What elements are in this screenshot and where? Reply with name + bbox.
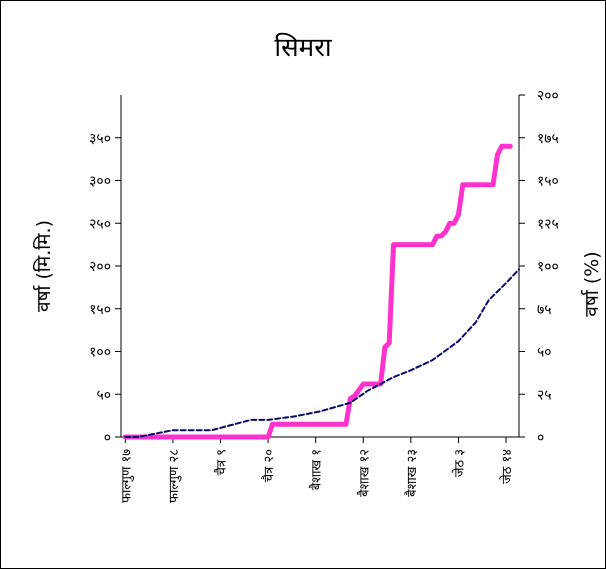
right-tick-label: ० <box>537 430 544 446</box>
left-axis-ticks: ० ५० १०० १५० २०० २५० ३०० ३५० <box>89 131 121 446</box>
chart-title: सिमरा <box>274 32 332 63</box>
left-tick-label: २०० <box>89 259 111 275</box>
x-tick-label: फाल्गुण १७ <box>119 449 134 503</box>
x-tick-label: जेठ १४ <box>499 449 515 484</box>
right-tick-label: १२५ <box>537 216 559 232</box>
x-tick-label: जेठ ३ <box>451 449 467 477</box>
right-tick-label: १५० <box>537 174 559 190</box>
y2-axis-title: वर्षा (%) <box>580 251 603 316</box>
x-tick-label: चैत्र २० <box>261 449 277 482</box>
series-layer <box>122 143 520 440</box>
left-tick-label: ५० <box>96 387 111 403</box>
left-tick-label: ० <box>104 430 111 446</box>
left-tick-label: ३०० <box>89 174 111 190</box>
left-tick-label: ३५० <box>89 131 111 147</box>
left-tick-label: १५० <box>89 302 111 318</box>
right-tick-label: ५० <box>537 345 552 361</box>
right-tick-label: २५ <box>537 387 552 403</box>
left-tick-label: १०० <box>89 345 111 361</box>
right-tick-label: १७५ <box>537 131 559 147</box>
x-tick-label: बैशाख १२ <box>356 449 372 497</box>
x-tick-label: बैशाख २३ <box>404 449 420 497</box>
x-tick-label: बैशाख १ <box>309 449 325 490</box>
right-axis-ticks: ० २५ ५० ७५ १०० १२५ १५० १७५ २०० <box>519 88 559 446</box>
right-tick-label: २०० <box>537 88 559 104</box>
x-tick-label: फाल्गुण २८ <box>167 449 182 503</box>
x-tick-label: चैत्र ९ <box>214 449 230 475</box>
y-axis-title: वर्षा (मि.मि.) <box>32 220 55 312</box>
plot-area: ० ५० १०० १५० २०० २५० ३०० ३५० ० २५ ५० ७५ १०० १२५ १५० १७… <box>89 88 559 503</box>
rainfall-series-line <box>122 143 513 440</box>
percent-series-line <box>124 268 520 438</box>
left-tick-label: २५० <box>89 216 111 232</box>
x-axis-ticks: फाल्गुण १७ फाल्गुण २८ चैत्र ९ चैत्र २० बैशाख… <box>119 437 515 503</box>
right-tick-label: ७५ <box>537 302 552 318</box>
right-tick-label: १०० <box>537 259 559 275</box>
